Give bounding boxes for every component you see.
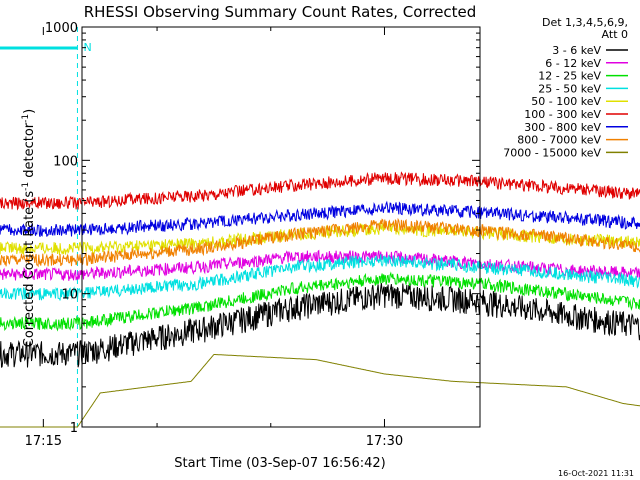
x-axis-label: Start Time (03-Sep-07 16:56:42) (174, 456, 385, 471)
footer-date: 16-Oct-2021 11:31 (558, 469, 634, 478)
series-3 (0, 254, 640, 301)
y-label-sup2: -1 (21, 114, 31, 123)
legend-label: 800 - 7000 keV (517, 134, 601, 147)
legend-label: 7000 - 15000 keV (503, 146, 601, 159)
legend-label: 25 - 50 keV (538, 82, 601, 95)
y-tick-label: 10 (61, 288, 78, 303)
legend-label: 3 - 6 keV (552, 44, 601, 57)
series-6 (0, 200, 640, 237)
series-line (0, 217, 640, 268)
legend-header-line1: Det 1,3,4,5,6,9, (542, 16, 628, 29)
y-tick-label: 1000 (45, 21, 78, 36)
series-2 (0, 271, 640, 332)
y-label-end: ) (22, 109, 37, 114)
y-label-mid: detector (22, 122, 37, 182)
legend-header-line2: Att 0 (602, 28, 628, 41)
series-0 (0, 282, 640, 368)
legend-label: 6 - 12 keV (545, 57, 601, 70)
data-marks (0, 171, 640, 428)
series-line (0, 354, 640, 428)
legend-label: 50 - 100 keV (531, 95, 601, 108)
axes-frame (81, 26, 481, 428)
x-tick-label: 17:30 (366, 434, 403, 449)
night-label: N (83, 41, 91, 54)
legend-label: 12 - 25 keV (538, 70, 601, 83)
series-line (0, 282, 640, 368)
series-1 (0, 249, 640, 281)
series-line (0, 271, 640, 332)
series-8 (0, 354, 640, 428)
y-label-main: Corrected Count Rate (s (22, 191, 37, 348)
series-line (0, 249, 640, 281)
legend-label: 300 - 800 keV (524, 121, 601, 134)
series-line (0, 200, 640, 237)
series-line (0, 171, 640, 211)
series-5 (0, 171, 640, 211)
axes: 110100100017:0017:1517:3017:4518:0018:15… (25, 21, 481, 449)
series-line (0, 254, 640, 301)
y-tick-label: 100 (53, 154, 78, 169)
y-label-sup1: -1 (21, 182, 31, 191)
x-tick-label: 17:15 (25, 434, 62, 449)
legend-label: 100 - 300 keV (524, 108, 601, 121)
chart-title: RHESSI Observing Summary Count Rates, Co… (84, 3, 477, 21)
series-7 (0, 217, 640, 268)
y-axis-label: Corrected Count Rate (s-1 detector-1) (21, 109, 37, 347)
y-tick-label: 1 (70, 421, 78, 436)
